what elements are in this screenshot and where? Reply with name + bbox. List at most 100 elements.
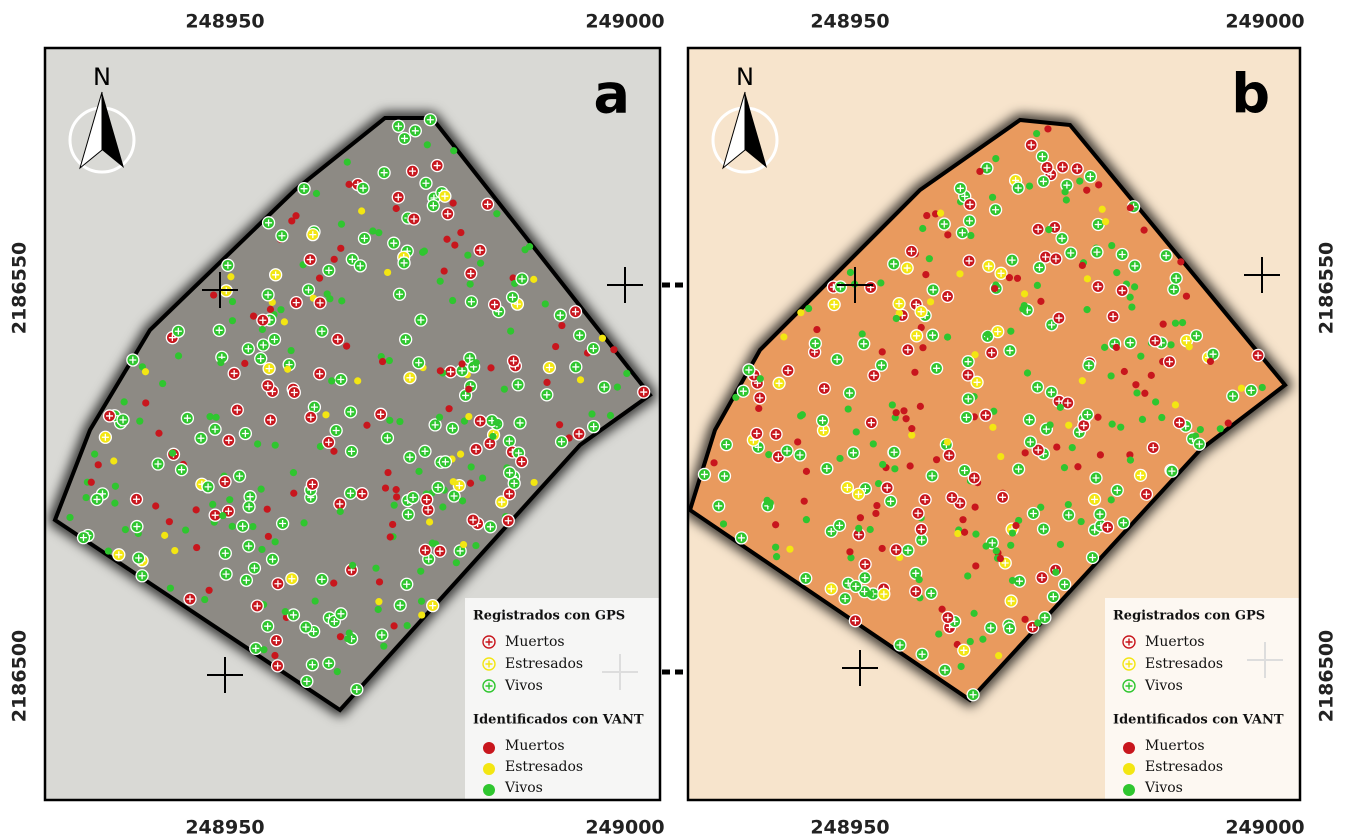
tree-uav	[720, 520, 727, 527]
tree-uav	[927, 298, 934, 305]
tree-uav	[991, 285, 998, 292]
tree-uav	[803, 468, 810, 475]
panel-label: a	[594, 63, 630, 126]
tree-uav	[292, 212, 299, 219]
y-coordinate: 2186500	[1316, 630, 1338, 723]
tree-uav	[382, 484, 389, 491]
tree-uav	[902, 415, 909, 422]
tree-uav	[1108, 372, 1115, 379]
tree-uav	[213, 414, 220, 421]
legend-item: Vivos	[504, 678, 543, 694]
tree-uav	[908, 432, 915, 439]
tree-uav	[489, 433, 496, 440]
tree-uav	[152, 502, 159, 509]
tree-uav	[917, 403, 924, 410]
tree-uav	[393, 493, 400, 500]
tree-uav	[1074, 463, 1081, 470]
tree-uav	[264, 506, 271, 513]
tree-uav	[206, 587, 213, 594]
tree-uav	[588, 410, 595, 417]
tree-uav	[542, 300, 549, 307]
tree-uav	[1046, 421, 1053, 428]
tree-uav	[453, 559, 460, 566]
tree-uav	[972, 531, 979, 538]
tree-uav	[710, 459, 717, 466]
tree-uav	[967, 638, 974, 645]
tree-uav	[1179, 319, 1186, 326]
tree-uav	[801, 498, 808, 505]
tree-uav	[1083, 306, 1090, 313]
tree-uav	[1009, 529, 1016, 536]
tree-uav	[873, 502, 880, 509]
tree-uav	[786, 546, 793, 553]
tree-uav	[217, 359, 224, 366]
tree-uav	[227, 273, 234, 280]
tree-uav	[229, 523, 236, 530]
tree-uav	[1172, 320, 1179, 327]
tree-uav	[354, 377, 361, 384]
tree-uav	[1076, 178, 1083, 185]
tree-uav	[260, 646, 267, 653]
tree-uav	[916, 576, 923, 583]
tree-uav	[867, 526, 874, 533]
tree-uav	[552, 343, 559, 350]
tree-uav	[450, 478, 457, 485]
tree-uav	[992, 155, 999, 162]
tree-uav	[1101, 344, 1108, 351]
tree-uav	[167, 585, 174, 592]
legend-item: Vivos	[1144, 780, 1183, 796]
north-label: N	[736, 63, 754, 91]
tree-uav	[1121, 368, 1128, 375]
legend-item: Estresados	[505, 656, 583, 672]
tree-uav	[155, 430, 162, 437]
tree-uav	[879, 545, 886, 552]
tree-uav	[1094, 414, 1101, 421]
tree-uav	[983, 543, 990, 550]
tree-uav	[1033, 130, 1040, 137]
tree-uav	[1238, 385, 1245, 392]
tree-uav	[1109, 421, 1116, 428]
x-coordinate-top: 248950	[810, 11, 889, 33]
tree-uav	[171, 547, 178, 554]
tree-uav	[334, 668, 341, 675]
x-coordinate-top: 249000	[1225, 11, 1304, 33]
x-coordinate-bottom: 249000	[585, 817, 664, 839]
tree-uav	[300, 519, 307, 526]
tree-uav	[859, 330, 866, 337]
tree-uav	[465, 413, 472, 420]
tree-uav	[380, 643, 387, 650]
tree-uav	[404, 622, 411, 629]
tree-uav	[290, 469, 297, 476]
tree-uav	[386, 357, 393, 364]
tree-uav	[610, 346, 617, 353]
tree-uav	[1217, 425, 1224, 432]
tree-uav	[110, 457, 117, 464]
tree-uav	[944, 438, 951, 445]
tree-uav	[259, 326, 266, 333]
tree-uav	[344, 158, 351, 165]
tree-uav	[933, 456, 940, 463]
tree-uav	[473, 359, 480, 366]
tree-uav	[1024, 369, 1031, 376]
tree-uav	[755, 405, 762, 412]
tree-uav	[429, 540, 436, 547]
tree-uav	[436, 414, 443, 421]
tree-uav	[281, 318, 288, 325]
tree-uav	[487, 364, 494, 371]
tree-uav	[1014, 275, 1021, 282]
tree-uav	[1127, 294, 1134, 301]
tree-uav	[1065, 422, 1072, 429]
tree-uav	[390, 622, 397, 629]
tree-uav	[277, 306, 284, 313]
tree-uav	[330, 580, 337, 587]
tree-uav	[1137, 353, 1144, 360]
tree-uav	[451, 241, 458, 248]
tree-uav	[265, 533, 272, 540]
tree-uav	[421, 248, 428, 255]
tree-uav	[338, 297, 345, 304]
north-label: N	[93, 63, 111, 91]
legend-item: Muertos	[505, 634, 565, 650]
tree-uav	[316, 275, 323, 282]
tree-uav	[457, 229, 464, 236]
tree-uav	[193, 544, 200, 551]
